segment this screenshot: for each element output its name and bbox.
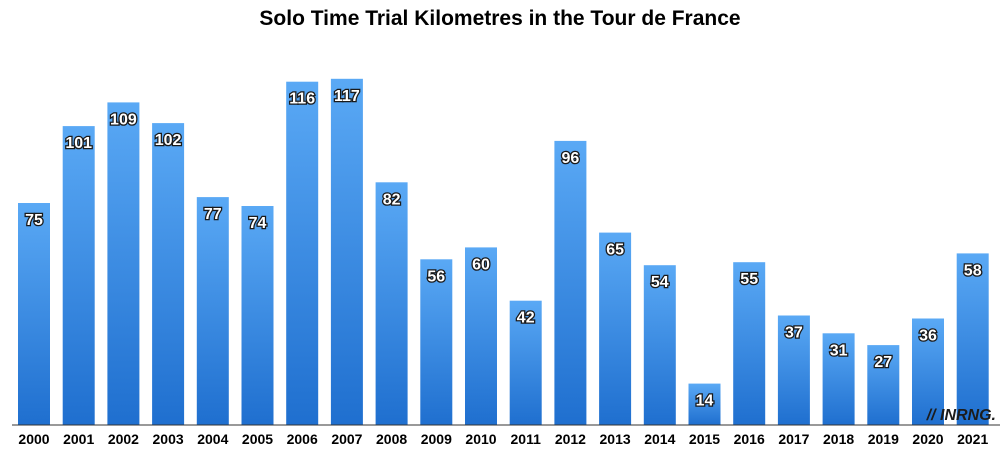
bar-value-label-2005: 74 xyxy=(249,215,267,232)
x-tick-label-2014: 2014 xyxy=(644,431,675,447)
x-tick-label-2011: 2011 xyxy=(511,431,542,447)
bar-value-label-2012: 96 xyxy=(562,150,580,167)
x-tick-label-2002: 2002 xyxy=(108,431,139,447)
x-tick-label-2013: 2013 xyxy=(600,431,631,447)
x-tick-label-2009: 2009 xyxy=(421,431,452,447)
x-tick-label-2003: 2003 xyxy=(153,431,184,447)
inrng-watermark: // INRNG. xyxy=(926,407,996,424)
x-tick-label-2020: 2020 xyxy=(912,431,943,447)
bar-value-label-2019: 27 xyxy=(874,354,892,371)
bar-value-label-2008: 82 xyxy=(383,191,401,208)
bar-2004 xyxy=(196,197,229,425)
bar-2010 xyxy=(465,247,497,425)
x-tick-label-2005: 2005 xyxy=(242,431,273,447)
bars-group: 75 101 109 102 77 74 116 117 82 56 60 42 96 65 54 14 55 3… xyxy=(18,78,989,426)
x-tick-label-2018: 2018 xyxy=(823,431,854,447)
bar-value-label-2020: 36 xyxy=(919,328,937,345)
bar-value-label-2021: 58 xyxy=(964,262,982,279)
x-tick-label-2006: 2006 xyxy=(287,431,318,447)
bar-2015 xyxy=(688,383,721,425)
bar-2005 xyxy=(241,206,274,425)
bar-2021 xyxy=(956,253,989,425)
bar-value-label-2007: 117 xyxy=(334,88,360,105)
bar-2008 xyxy=(375,182,408,425)
x-tick-label-2016: 2016 xyxy=(734,431,765,447)
bar-value-label-2002: 109 xyxy=(110,111,137,128)
bar-2006 xyxy=(286,81,319,425)
x-tick-label-2015: 2015 xyxy=(689,431,720,447)
bar-value-label-2004: 77 xyxy=(204,206,222,223)
bar-value-label-2015: 14 xyxy=(696,393,714,410)
bar-2003 xyxy=(152,123,185,425)
x-tick-labels: 2000 2001 2002 2003 2004 2005 2006 2007 2008 2009… xyxy=(18,431,988,447)
x-tick-label-2021: 2021 xyxy=(957,431,988,447)
bar-2019 xyxy=(867,345,900,425)
bar-value-label-2000: 75 xyxy=(25,212,43,229)
bar-2018 xyxy=(822,333,855,425)
x-tick-label-2017: 2017 xyxy=(778,431,809,447)
x-tick-label-2012: 2012 xyxy=(555,431,586,447)
bar-2017 xyxy=(777,315,810,425)
x-tick-label-2001: 2001 xyxy=(63,431,94,447)
bar-2007 xyxy=(330,78,363,426)
bar-2011 xyxy=(509,300,542,425)
bar-value-label-2014: 54 xyxy=(651,274,669,291)
bar-2020 xyxy=(912,318,944,425)
bar-value-label-2017: 37 xyxy=(785,325,803,342)
bar-2013 xyxy=(599,232,632,425)
bar-value-label-2003: 102 xyxy=(155,132,182,149)
bar-value-label-2018: 31 xyxy=(830,342,848,359)
bar-value-label-2016: 55 xyxy=(740,271,758,288)
bar-2016 xyxy=(733,262,766,425)
chart-title: Solo Time Trial Kilometres in the Tour d… xyxy=(259,7,741,30)
bar-2002 xyxy=(107,102,140,426)
bar-2012 xyxy=(554,140,587,425)
bar-2009 xyxy=(420,259,453,425)
x-tick-label-2007: 2007 xyxy=(331,431,362,447)
bar-value-label-2006: 116 xyxy=(289,91,315,108)
x-tick-label-2004: 2004 xyxy=(197,431,228,447)
bar-value-label-2009: 56 xyxy=(427,268,445,285)
x-tick-label-2010: 2010 xyxy=(465,431,496,447)
x-tick-label-2019: 2019 xyxy=(868,431,899,447)
x-tick-label-2008: 2008 xyxy=(376,431,407,447)
bar-2014 xyxy=(643,265,676,425)
bar-value-label-2011: 42 xyxy=(517,310,535,327)
bar-value-label-2010: 60 xyxy=(472,256,490,273)
bar-2000 xyxy=(18,203,50,425)
x-tick-label-2000: 2000 xyxy=(18,431,49,447)
bar-value-label-2013: 65 xyxy=(606,242,624,259)
bar-2001 xyxy=(62,126,95,425)
bar-value-label-2001: 101 xyxy=(65,135,92,152)
